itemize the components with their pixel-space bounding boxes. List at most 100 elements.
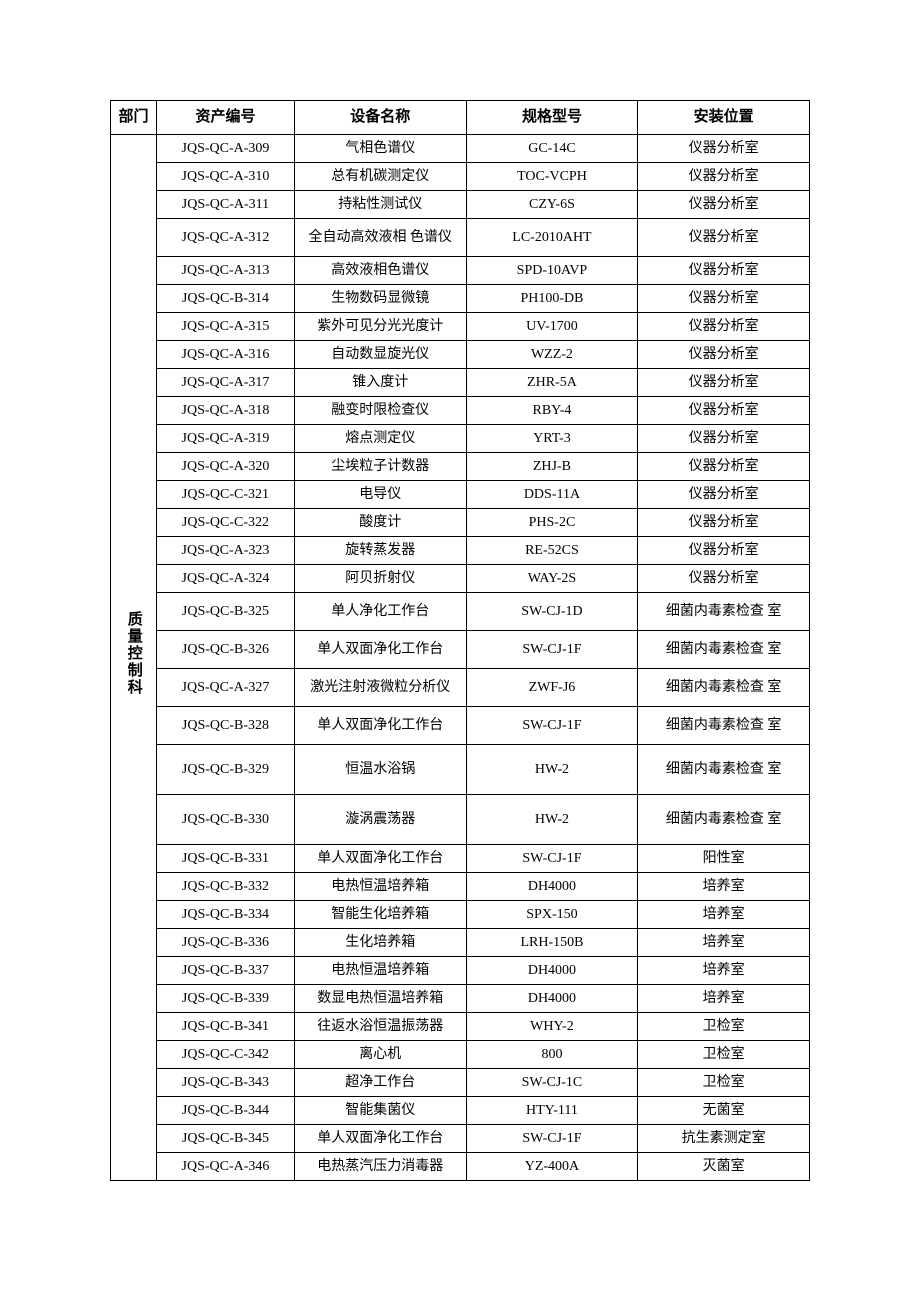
cell-install-loc: 仪器分析室	[638, 424, 810, 452]
cell-install-loc: 细菌内毒素检查 室	[638, 706, 810, 744]
cell-spec-model: HTY-111	[466, 1096, 638, 1124]
cell-device-name: 激光注射液微粒分析仪	[294, 668, 466, 706]
table-row: JQS-QC-A-312全自动高效液相 色谱仪LC-2010AHT仪器分析室	[111, 218, 810, 256]
cell-spec-model: YZ-400A	[466, 1152, 638, 1180]
cell-spec-model: LC-2010AHT	[466, 218, 638, 256]
cell-device-name: 生物数码显微镜	[294, 284, 466, 312]
cell-install-loc: 仪器分析室	[638, 396, 810, 424]
cell-spec-model: HW-2	[466, 794, 638, 844]
cell-device-name: 往返水浴恒温振荡器	[294, 1012, 466, 1040]
table-row: JQS-QC-A-327激光注射液微粒分析仪ZWF-J6细菌内毒素检查 室	[111, 668, 810, 706]
cell-device-name: 超净工作台	[294, 1068, 466, 1096]
cell-install-loc: 仪器分析室	[638, 134, 810, 162]
cell-spec-model: SW-CJ-1F	[466, 706, 638, 744]
cell-install-loc: 培养室	[638, 900, 810, 928]
cell-asset-no: JQS-QC-B-326	[156, 630, 294, 668]
table-row: JQS-QC-A-324阿贝折射仪WAY-2S仪器分析室	[111, 564, 810, 592]
cell-install-loc: 仪器分析室	[638, 312, 810, 340]
cell-install-loc: 无菌室	[638, 1096, 810, 1124]
cell-asset-no: JQS-QC-A-317	[156, 368, 294, 396]
cell-spec-model: RBY-4	[466, 396, 638, 424]
table-row: JQS-QC-B-337电热恒温培养箱DH4000培养室	[111, 956, 810, 984]
cell-asset-no: JQS-QC-B-344	[156, 1096, 294, 1124]
cell-install-loc: 仪器分析室	[638, 508, 810, 536]
cell-device-name: 单人双面净化工作台	[294, 1124, 466, 1152]
table-row: JQS-QC-B-329恒温水浴锅HW-2细菌内毒素检查 室	[111, 744, 810, 794]
cell-device-name: 自动数显旋光仪	[294, 340, 466, 368]
cell-asset-no: JQS-QC-B-337	[156, 956, 294, 984]
table-row: JQS-QC-A-320尘埃粒子计数器ZHJ-B仪器分析室	[111, 452, 810, 480]
cell-spec-model: UV-1700	[466, 312, 638, 340]
cell-install-loc: 仪器分析室	[638, 452, 810, 480]
cell-asset-no: JQS-QC-A-311	[156, 190, 294, 218]
cell-asset-no: JQS-QC-B-328	[156, 706, 294, 744]
cell-install-loc: 卫检室	[638, 1012, 810, 1040]
header-dept: 部门	[111, 101, 157, 135]
cell-device-name: 阿贝折射仪	[294, 564, 466, 592]
cell-spec-model: SPD-10AVP	[466, 256, 638, 284]
table-row: JQS-QC-B-341往返水浴恒温振荡器WHY-2卫检室	[111, 1012, 810, 1040]
cell-asset-no: JQS-QC-C-322	[156, 508, 294, 536]
cell-install-loc: 细菌内毒素检查 室	[638, 668, 810, 706]
header-asset-no: 资产编号	[156, 101, 294, 135]
table-row: JQS-QC-C-321电导仪DDS-11A仪器分析室	[111, 480, 810, 508]
cell-asset-no: JQS-QC-A-319	[156, 424, 294, 452]
cell-spec-model: DH4000	[466, 984, 638, 1012]
table-row: JQS-QC-A-319熔点测定仪YRT-3仪器分析室	[111, 424, 810, 452]
table-body: 质量控制科JQS-QC-A-309气相色谱仪GC-14C仪器分析室JQS-QC-…	[111, 134, 810, 1180]
table-row: JQS-QC-A-346电热蒸汽压力消毒器YZ-400A灭菌室	[111, 1152, 810, 1180]
cell-spec-model: ZHR-5A	[466, 368, 638, 396]
cell-spec-model: DDS-11A	[466, 480, 638, 508]
cell-asset-no: JQS-QC-B-339	[156, 984, 294, 1012]
table-row: JQS-QC-A-315紫外可见分光光度计UV-1700仪器分析室	[111, 312, 810, 340]
cell-install-loc: 细菌内毒素检查 室	[638, 592, 810, 630]
cell-asset-no: JQS-QC-A-324	[156, 564, 294, 592]
cell-asset-no: JQS-QC-A-312	[156, 218, 294, 256]
table-row: JQS-QC-C-342离心机800卫检室	[111, 1040, 810, 1068]
cell-spec-model: SPX-150	[466, 900, 638, 928]
table-row: JQS-QC-B-328单人双面净化工作台SW-CJ-1F细菌内毒素检查 室	[111, 706, 810, 744]
cell-asset-no: JQS-QC-B-345	[156, 1124, 294, 1152]
cell-spec-model: SW-CJ-1F	[466, 1124, 638, 1152]
cell-install-loc: 仪器分析室	[638, 256, 810, 284]
cell-install-loc: 仪器分析室	[638, 218, 810, 256]
table-row: JQS-QC-B-344智能集菌仪HTY-111无菌室	[111, 1096, 810, 1124]
cell-asset-no: JQS-QC-B-325	[156, 592, 294, 630]
cell-spec-model: RE-52CS	[466, 536, 638, 564]
cell-asset-no: JQS-QC-B-343	[156, 1068, 294, 1096]
cell-install-loc: 细菌内毒素检查 室	[638, 630, 810, 668]
table-row: JQS-QC-B-339数显电热恒温培养箱DH4000培养室	[111, 984, 810, 1012]
cell-install-loc: 仪器分析室	[638, 190, 810, 218]
cell-spec-model: WHY-2	[466, 1012, 638, 1040]
cell-asset-no: JQS-QC-B-334	[156, 900, 294, 928]
cell-device-name: 电热恒温培养箱	[294, 956, 466, 984]
cell-spec-model: SW-CJ-1F	[466, 844, 638, 872]
cell-asset-no: JQS-QC-B-329	[156, 744, 294, 794]
dept-label: 质量控制科	[122, 611, 145, 696]
cell-device-name: 融变时限检查仪	[294, 396, 466, 424]
cell-asset-no: JQS-QC-A-318	[156, 396, 294, 424]
table-row: JQS-QC-B-331单人双面净化工作台SW-CJ-1F阳性室	[111, 844, 810, 872]
cell-asset-no: JQS-QC-A-309	[156, 134, 294, 162]
cell-spec-model: DH4000	[466, 956, 638, 984]
cell-asset-no: JQS-QC-A-327	[156, 668, 294, 706]
cell-spec-model: WZZ-2	[466, 340, 638, 368]
cell-install-loc: 灭菌室	[638, 1152, 810, 1180]
cell-install-loc: 卫检室	[638, 1068, 810, 1096]
cell-device-name: 漩涡震荡器	[294, 794, 466, 844]
cell-asset-no: JQS-QC-B-314	[156, 284, 294, 312]
cell-asset-no: JQS-QC-B-336	[156, 928, 294, 956]
header-device-name: 设备名称	[294, 101, 466, 135]
cell-asset-no: JQS-QC-A-320	[156, 452, 294, 480]
table-row: JQS-QC-A-316自动数显旋光仪WZZ-2仪器分析室	[111, 340, 810, 368]
cell-install-loc: 仪器分析室	[638, 368, 810, 396]
cell-device-name: 单人双面净化工作台	[294, 706, 466, 744]
dept-cell: 质量控制科	[111, 134, 157, 1180]
cell-device-name: 旋转蒸发器	[294, 536, 466, 564]
table-row: JQS-QC-B-334智能生化培养箱SPX-150培养室	[111, 900, 810, 928]
table-row: JQS-QC-B-326单人双面净化工作台SW-CJ-1F细菌内毒素检查 室	[111, 630, 810, 668]
cell-device-name: 单人双面净化工作台	[294, 844, 466, 872]
cell-asset-no: JQS-QC-C-321	[156, 480, 294, 508]
cell-asset-no: JQS-QC-B-332	[156, 872, 294, 900]
table-row: 质量控制科JQS-QC-A-309气相色谱仪GC-14C仪器分析室	[111, 134, 810, 162]
